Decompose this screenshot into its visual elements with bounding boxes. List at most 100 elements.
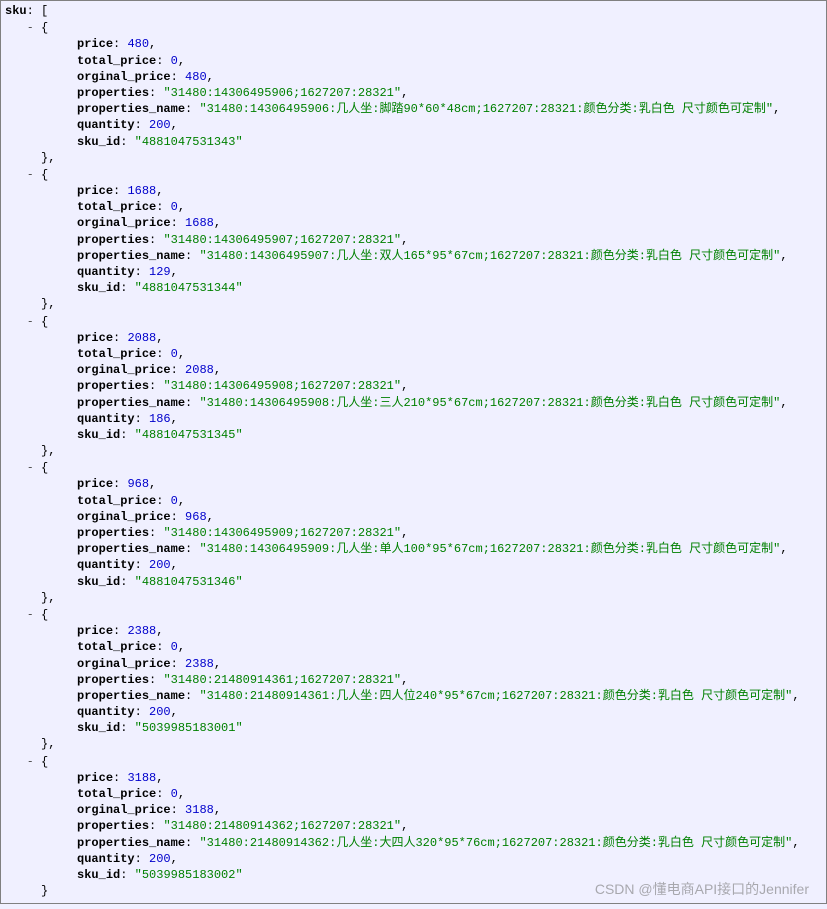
json-property: sku_id: "5039985183002" — [5, 867, 822, 883]
json-number-value: 2388 — [127, 624, 156, 638]
object-open[interactable]: - { — [5, 313, 822, 330]
json-property: sku_id: "4881047531343" — [5, 134, 822, 150]
json-number-value: 129 — [149, 265, 171, 279]
json-property: quantity: 186, — [5, 411, 822, 427]
json-key: properties — [77, 379, 149, 393]
json-key: price — [77, 37, 113, 51]
json-number-value: 2088 — [127, 331, 156, 345]
json-property: sku_id: "4881047531344" — [5, 280, 822, 296]
json-string-value: "31480:21480914361:几人坐:四人位240*95*67cm;16… — [199, 689, 792, 703]
json-number-value: 0 — [171, 200, 178, 214]
object-close: } — [5, 883, 822, 899]
json-key: orginal_price — [77, 510, 171, 524]
json-key: orginal_price — [77, 70, 171, 84]
collapse-toggle-icon[interactable]: - — [27, 607, 34, 621]
json-key: properties — [77, 233, 149, 247]
json-key: properties_name — [77, 542, 185, 556]
json-number-value: 1688 — [127, 184, 156, 198]
json-number-value: 200 — [149, 558, 171, 572]
json-key: total_price — [77, 54, 156, 68]
json-property: total_price: 0, — [5, 346, 822, 362]
json-property: properties_name: "31480:14306495906:几人坐:… — [5, 101, 822, 117]
json-key: properties — [77, 526, 149, 540]
json-key: price — [77, 477, 113, 491]
json-number-value: 480 — [127, 37, 149, 51]
root-key: sku — [5, 4, 27, 18]
json-string-value: "31480:14306495909:几人坐:单人100*95*67cm;162… — [199, 542, 780, 556]
json-property: properties_name: "31480:14306495909:几人坐:… — [5, 541, 822, 557]
json-property: total_price: 0, — [5, 53, 822, 69]
collapse-toggle-icon[interactable]: - — [27, 20, 34, 34]
json-property: properties_name: "31480:21480914362:几人坐:… — [5, 835, 822, 851]
json-property: quantity: 200, — [5, 557, 822, 573]
json-key: properties_name — [77, 689, 185, 703]
collapse-toggle-icon[interactable]: - — [27, 167, 34, 181]
json-number-value: 200 — [149, 705, 171, 719]
json-property: quantity: 200, — [5, 704, 822, 720]
object-open[interactable]: - { — [5, 753, 822, 770]
json-string-value: "31480:14306495909;1627207:28321" — [163, 526, 401, 540]
json-viewer: sku: [ - { price: 480, total_price: 0, o… — [1, 1, 826, 903]
object-close: }, — [5, 736, 822, 752]
json-number-value: 2088 — [185, 363, 214, 377]
json-property: properties: "31480:14306495909;1627207:2… — [5, 525, 822, 541]
object-open[interactable]: - { — [5, 19, 822, 36]
json-number-value: 0 — [171, 54, 178, 68]
json-property: price: 480, — [5, 36, 822, 52]
collapse-toggle-icon[interactable]: - — [27, 754, 34, 768]
json-property: total_price: 0, — [5, 493, 822, 509]
json-key: properties_name — [77, 396, 185, 410]
json-property: properties: "31480:14306495906;1627207:2… — [5, 85, 822, 101]
json-string-value: "31480:21480914362:几人坐:大四人320*95*76cm;16… — [199, 836, 792, 850]
json-key: properties_name — [77, 249, 185, 263]
json-key: sku_id — [77, 135, 120, 149]
json-property: quantity: 200, — [5, 851, 822, 867]
json-key: sku_id — [77, 721, 120, 735]
json-property: price: 2388, — [5, 623, 822, 639]
json-property: price: 2088, — [5, 330, 822, 346]
json-number-value: 968 — [185, 510, 207, 524]
json-number-value: 0 — [171, 640, 178, 654]
json-key: properties_name — [77, 836, 185, 850]
collapse-toggle-icon[interactable]: - — [27, 460, 34, 474]
json-property: properties_name: "31480:21480914361:几人坐:… — [5, 688, 822, 704]
json-number-value: 0 — [171, 347, 178, 361]
json-property: orginal_price: 3188, — [5, 802, 822, 818]
json-key: price — [77, 771, 113, 785]
json-string-value: "5039985183001" — [135, 721, 243, 735]
json-number-value: 480 — [185, 70, 207, 84]
json-key: price — [77, 184, 113, 198]
json-property: properties: "31480:14306495908;1627207:2… — [5, 378, 822, 394]
json-key: properties — [77, 673, 149, 687]
json-key: orginal_price — [77, 216, 171, 230]
json-string-value: "31480:14306495906:几人坐:脚踏90*60*48cm;1627… — [199, 102, 773, 116]
json-key: quantity — [77, 118, 135, 132]
json-property: total_price: 0, — [5, 786, 822, 802]
object-close: }, — [5, 590, 822, 606]
object-open[interactable]: - { — [5, 606, 822, 623]
json-property: properties: "31480:21480914361;1627207:2… — [5, 672, 822, 688]
json-number-value: 200 — [149, 118, 171, 132]
json-string-value: "5039985183002" — [135, 868, 243, 882]
json-property: properties_name: "31480:14306495907:几人坐:… — [5, 248, 822, 264]
json-property: sku_id: "4881047531345" — [5, 427, 822, 443]
json-property: orginal_price: 968, — [5, 509, 822, 525]
json-key: properties — [77, 819, 149, 833]
json-string-value: "4881047531346" — [135, 575, 243, 589]
json-property: sku_id: "5039985183001" — [5, 720, 822, 736]
collapse-toggle-icon[interactable]: - — [27, 314, 34, 328]
json-property: price: 1688, — [5, 183, 822, 199]
json-key: total_price — [77, 347, 156, 361]
object-open[interactable]: - { — [5, 459, 822, 476]
json-property: orginal_price: 2388, — [5, 656, 822, 672]
json-number-value: 1688 — [185, 216, 214, 230]
json-property: price: 3188, — [5, 770, 822, 786]
json-key: sku_id — [77, 281, 120, 295]
json-string-value: "4881047531344" — [135, 281, 243, 295]
json-key: quantity — [77, 558, 135, 572]
json-number-value: 186 — [149, 412, 171, 426]
json-key: properties — [77, 86, 149, 100]
json-property: properties_name: "31480:14306495908:几人坐:… — [5, 395, 822, 411]
object-open[interactable]: - { — [5, 166, 822, 183]
json-key: orginal_price — [77, 657, 171, 671]
